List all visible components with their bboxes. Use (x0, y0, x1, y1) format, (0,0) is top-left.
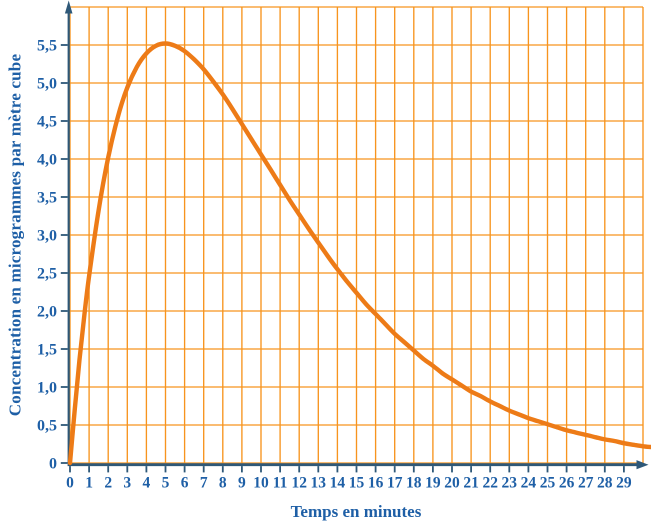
y-tick-label: 4,0 (37, 152, 57, 169)
x-tick-label: 6 (181, 475, 189, 492)
x-tick-label: 14 (330, 475, 346, 492)
x-tick-label: 26 (559, 475, 575, 492)
x-tick-label: 8 (219, 475, 227, 492)
x-tick-label: 10 (253, 475, 269, 492)
axis-ticks (60, 44, 625, 473)
y-axis-title: Concentration en microgrammes par mètre … (6, 54, 25, 417)
y-tick-label: 0 (49, 456, 57, 473)
y-tick-label: 2,0 (37, 304, 57, 321)
x-axis-tick-labels: 0 1 2 3 4 5 6 7 8 9 10 11 12 13 14 15 16 17 18 19 20 21 22 23 24… (66, 475, 632, 492)
y-axis-arrow-icon (64, 0, 73, 14)
y-tick-label: 4,5 (37, 114, 57, 131)
y-tick-label: 1,5 (37, 342, 57, 359)
x-tick-label: 13 (311, 475, 327, 492)
axes (64, 0, 649, 470)
x-tick-label: 29 (616, 475, 632, 492)
x-tick-label: 11 (273, 475, 288, 492)
y-tick-label: 3,5 (37, 190, 57, 207)
y-tick-label: 1,0 (37, 380, 57, 397)
x-tick-label: 12 (291, 475, 307, 492)
x-tick-label: 7 (200, 475, 208, 492)
y-tick-label: 3,0 (37, 228, 57, 245)
x-tick-label: 28 (597, 475, 613, 492)
x-tick-label: 22 (482, 475, 498, 492)
y-tick-label: 0,5 (37, 418, 57, 435)
x-tick-label: 5 (162, 475, 170, 492)
y-tick-label: 5,5 (37, 38, 57, 55)
y-tick-label: 2,5 (37, 266, 57, 283)
x-tick-label: 2 (104, 475, 112, 492)
grid-lines (69, 6, 644, 464)
x-tick-label: 24 (521, 475, 537, 492)
x-tick-label: 17 (387, 475, 403, 492)
x-tick-label: 0 (66, 475, 74, 492)
x-axis-arrow-icon (636, 460, 649, 470)
x-tick-label: 20 (444, 475, 460, 492)
x-tick-label: 4 (143, 475, 151, 492)
x-tick-label: 3 (123, 475, 131, 492)
x-tick-label: 15 (349, 475, 365, 492)
concentration-curve (67, 41, 651, 466)
x-tick-label: 25 (540, 475, 556, 492)
y-axis-tick-labels: 0 0,5 1,0 1,5 2,0 2,5 3,0 3,5 4,0 4,5 5,0 5,5 (37, 38, 57, 473)
x-tick-label: 19 (425, 475, 441, 492)
x-tick-label: 9 (238, 475, 246, 492)
x-tick-label: 23 (502, 475, 518, 492)
x-tick-label: 16 (368, 475, 384, 492)
x-tick-label: 21 (463, 475, 479, 492)
x-tick-label: 1 (85, 475, 93, 492)
x-axis-title: Temps en minutes (291, 502, 422, 521)
x-tick-label: 27 (578, 475, 594, 492)
y-tick-label: 5,0 (37, 76, 57, 93)
x-tick-label: 18 (406, 475, 422, 492)
